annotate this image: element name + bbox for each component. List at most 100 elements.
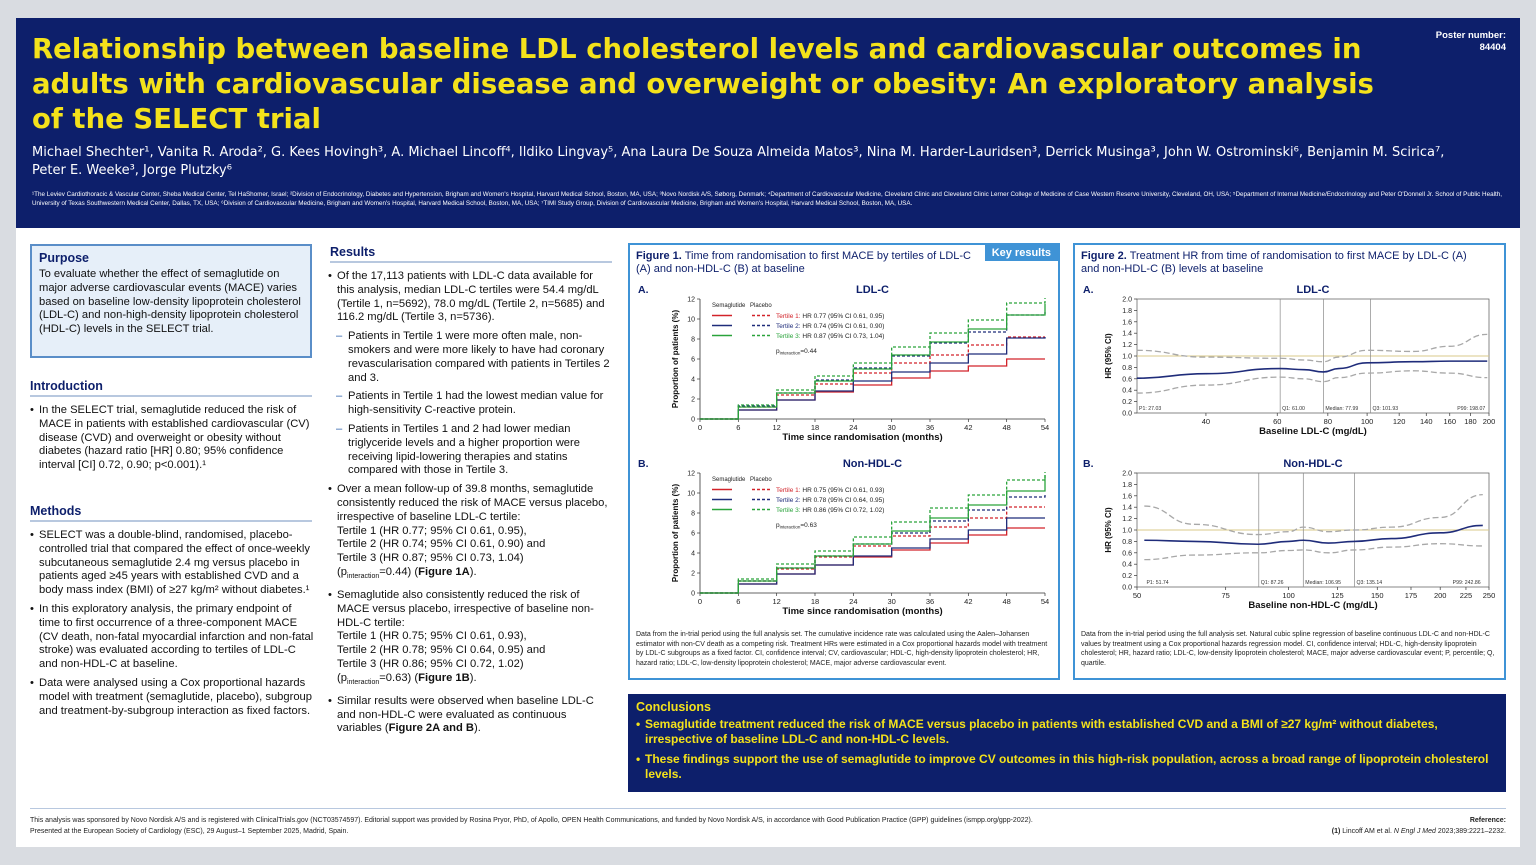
- quantile-label: P99: 242.86: [1453, 580, 1481, 586]
- figure-ref: Figure 1B: [418, 671, 470, 684]
- figure-1-caption: Time from randomisation to first MACE by…: [636, 250, 971, 275]
- series-line: [700, 304, 1046, 420]
- results-sub: interaction: [346, 573, 380, 581]
- methods-bullet: SELECT was a double-blind, randomised, p…: [30, 529, 314, 598]
- results-bullet: Similar results were observed when basel…: [328, 695, 612, 736]
- figure-1-title: Figure 1. Time from randomisation to fir…: [636, 250, 976, 276]
- conclusion-bullet: These findings support the use of semagl…: [636, 752, 1498, 782]
- reference-citation: 2023;389:2221–2232.: [1437, 827, 1506, 835]
- series-line: [700, 506, 1045, 594]
- p-interaction: pinteraction=0.63: [776, 522, 817, 530]
- x-tick-label: 30: [887, 597, 895, 606]
- figure-2-caption: Treatment HR from time of randomisation …: [1081, 250, 1467, 275]
- y-tick-label: 1.8: [1122, 482, 1132, 489]
- x-tick-label: 0: [698, 597, 702, 606]
- y-axis-label: Proportion of patients (%): [671, 484, 680, 583]
- y-tick-label: 0.4: [1122, 388, 1132, 395]
- x-tick-label: 30: [887, 423, 895, 432]
- x-tick-label: 250: [1483, 591, 1496, 600]
- x-tick-label: 175: [1405, 591, 1418, 600]
- quantile-label: Median: 106.95: [1305, 580, 1341, 586]
- legend-header: Semaglutide: [712, 477, 746, 483]
- footer: This analysis was sponsored by Novo Nord…: [30, 808, 1506, 837]
- figure-1-label: Figure 1.: [636, 250, 682, 262]
- author-list: Michael Shechter¹, Vanita R. Aroda², G. …: [32, 145, 1445, 178]
- results-text: Tertile 3 (HR 0.87; 95% CI 0.73, 1.04): [337, 552, 524, 565]
- quantile-label: Q1: 61.00: [1282, 406, 1305, 412]
- y-tick-label: 0.4: [1122, 562, 1132, 569]
- poster-title: Relationship between baseline LDL choles…: [32, 33, 1374, 135]
- purpose-heading: Purpose: [39, 251, 90, 265]
- x-tick-label: 54: [1041, 597, 1049, 606]
- introduction-bullet: In the SELECT trial, semaglutide reduced…: [30, 404, 314, 473]
- chart-title: Non-HDL-C: [843, 458, 902, 470]
- y-tick-label: 0.2: [1122, 399, 1132, 406]
- results-subbullet: Patients in Tertile 1 were more often ma…: [328, 330, 612, 385]
- poster: Relationship between baseline LDL choles…: [16, 18, 1520, 847]
- x-axis-label: Time since randomisation (months): [782, 606, 942, 617]
- panel-label: A.: [1083, 284, 1094, 296]
- results-text: Tertile 3 (HR 0.86; 95% CI 0.72, 1.02): [337, 657, 524, 670]
- ci-line: [1136, 370, 1488, 394]
- poster-number: Poster number: 84404: [1436, 30, 1506, 54]
- results-text: =0.63) (: [379, 671, 419, 684]
- results-bullet: Semaglutide also consistently reduced th…: [328, 589, 612, 690]
- x-tick-label: 60: [1273, 417, 1281, 426]
- y-tick-label: 1.2: [1122, 342, 1132, 349]
- x-tick-label: 80: [1324, 417, 1332, 426]
- y-tick-label: 1.2: [1122, 516, 1132, 523]
- x-tick-label: 40: [1202, 417, 1210, 426]
- legend-entry: Tertile 1: HR 0.77 (95% CI 0.61, 0.95): [776, 313, 884, 320]
- x-axis-label: Baseline non-HDL-C (mg/dL): [1248, 600, 1377, 611]
- y-tick-label: 1.6: [1122, 319, 1132, 326]
- figure-ref: Figure 2A and B: [388, 722, 474, 735]
- header: Relationship between baseline LDL choles…: [16, 18, 1520, 228]
- x-tick-label: 12: [772, 423, 780, 432]
- legend-entry: Tertile 2: HR 0.78 (95% CI 0.64, 0.95): [776, 497, 884, 504]
- series-line: [700, 298, 1046, 420]
- x-tick-label: 42: [964, 423, 972, 432]
- y-tick-label: 1.4: [1122, 505, 1132, 512]
- quantile-label: P1: 27.03: [1139, 406, 1161, 412]
- panel-label: B.: [1083, 458, 1094, 470]
- figure-2-label: Figure 2.: [1081, 250, 1127, 262]
- poster-number-label: Poster number:: [1435, 30, 1506, 41]
- figure-2a-chart: A. LDL-C 0.0 0.2 0.4 0.6 0.8 1.0 1.2 1.4 1.6 1.8 2.0…: [1083, 284, 1495, 437]
- y-tick-label: 4: [691, 551, 695, 558]
- y-tick-label: 8: [691, 511, 695, 518]
- x-tick-label: 36: [926, 597, 934, 606]
- x-tick-label: 100: [1361, 417, 1374, 426]
- quantile-label: Q1: 87.26: [1261, 580, 1284, 586]
- methods-body: SELECT was a double-blind, randomised, p…: [30, 529, 314, 723]
- y-tick-label: 2: [691, 571, 695, 578]
- y-tick-label: 0.8: [1122, 539, 1132, 546]
- y-tick-label: 6: [691, 357, 695, 364]
- results-text: =0.44) (: [379, 565, 419, 578]
- series-line: [700, 475, 1046, 594]
- x-tick-label: 100: [1282, 591, 1295, 600]
- results-text: Tertile 2 (HR 0.78; 95% CI 0.64, 0.95) a…: [337, 644, 546, 657]
- footer-presented: Presented at the European Society of Car…: [30, 827, 349, 835]
- poster-number-value: 84404: [1479, 42, 1506, 53]
- legend-header: Placebo: [750, 303, 772, 309]
- conclusions-box: Conclusions Semaglutide treatment reduce…: [628, 694, 1506, 792]
- figure-2b-chart: B. Non-HDL-C 0.0 0.2 0.4 0.6 0.8 1.0 1.2 1.4 1.6 1.…: [1083, 458, 1496, 611]
- y-tick-label: 1.0: [1122, 528, 1132, 535]
- series-line: [700, 527, 1045, 594]
- affiliations: ¹The Leviev Cardiothoracic & Vascular Ce…: [32, 191, 1502, 207]
- y-tick-label: 6: [691, 531, 695, 538]
- reference-heading: Reference:: [1469, 817, 1506, 824]
- y-tick-label: 2: [691, 397, 695, 404]
- results-subbullet: Patients in Tertile 1 had the lowest med…: [328, 390, 612, 418]
- y-tick-label: 0.2: [1122, 573, 1132, 580]
- results-heading: Results: [330, 245, 612, 263]
- ci-line: [1144, 494, 1483, 536]
- quantile-label: Q3: 135.14: [1356, 580, 1382, 586]
- figure-1-footnote: Data from the in-trial period using the …: [636, 631, 1048, 667]
- x-tick-label: 18: [811, 597, 819, 606]
- chart-title: Non-HDL-C: [1283, 458, 1342, 470]
- results-text: Semaglutide also consistently reduced th…: [337, 588, 594, 629]
- x-tick-label: 125: [1331, 591, 1344, 600]
- x-tick-label: 0: [698, 423, 702, 432]
